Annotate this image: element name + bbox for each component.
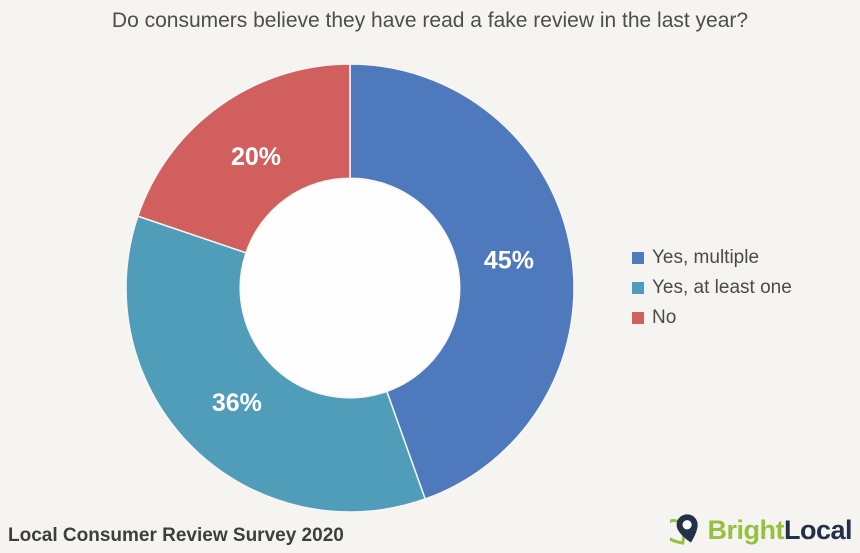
brand-name-primary: Bright — [707, 515, 784, 545]
donut-hole — [240, 178, 460, 398]
slice-percent-label: 20% — [231, 143, 281, 171]
legend-swatch-icon — [632, 252, 644, 264]
brand-logo: BrightLocal — [670, 512, 853, 549]
legend-label: Yes, at least one — [652, 277, 792, 298]
slice-percent-label: 45% — [484, 247, 534, 275]
source-note: Local Consumer Review Survey 2020 — [8, 525, 344, 546]
donut-slice-yes-multiple — [349, 63, 575, 500]
brand-name: BrightLocal — [707, 515, 852, 546]
brand-name-secondary: Local — [783, 515, 853, 545]
donut-slice-yes-at-least-one — [125, 215, 427, 513]
legend-swatch-icon — [632, 282, 644, 294]
legend-item: Yes, at least one — [632, 276, 792, 300]
donut-chart: 45% 36% 20% — [125, 63, 575, 513]
legend-swatch-icon — [632, 312, 644, 324]
legend-label: No — [652, 307, 677, 328]
legend-item: Yes, multiple — [632, 246, 792, 270]
legend-item: No — [632, 306, 792, 330]
chart-title: Do consumers believe they have read a fa… — [111, 9, 749, 32]
legend: Yes, multiple Yes, at least one No — [632, 246, 792, 330]
donut-slice-no — [136, 63, 351, 254]
legend-label: Yes, multiple — [652, 247, 760, 268]
map-pin-icon — [670, 514, 699, 545]
slice-percent-label: 36% — [212, 389, 262, 417]
